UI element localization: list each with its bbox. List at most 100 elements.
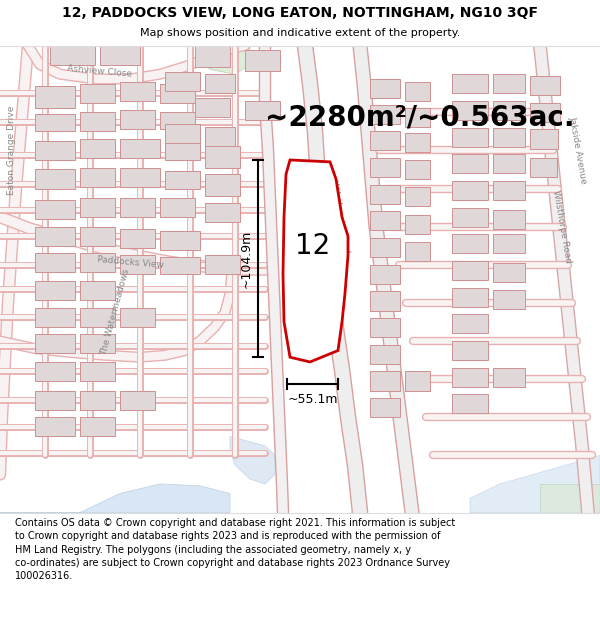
Polygon shape [120, 391, 155, 409]
Polygon shape [80, 168, 115, 187]
Text: Contains OS data © Crown copyright and database right 2021. This information is : Contains OS data © Crown copyright and d… [15, 518, 455, 581]
Polygon shape [205, 174, 240, 196]
Polygon shape [80, 139, 115, 158]
Text: Eaton Grange Drive: Eaton Grange Drive [7, 106, 17, 195]
Polygon shape [452, 394, 488, 413]
Polygon shape [493, 154, 525, 173]
Polygon shape [35, 141, 75, 160]
Polygon shape [195, 98, 230, 117]
Text: Wilsthorpe Road: Wilsthorpe Road [551, 189, 573, 264]
Polygon shape [370, 265, 400, 284]
Polygon shape [230, 436, 275, 484]
Polygon shape [493, 209, 525, 229]
Polygon shape [120, 308, 155, 327]
Polygon shape [80, 334, 115, 353]
Polygon shape [452, 288, 488, 307]
Polygon shape [160, 84, 195, 102]
Text: 12: 12 [295, 232, 331, 260]
Polygon shape [120, 82, 155, 101]
Polygon shape [370, 131, 400, 151]
Polygon shape [405, 215, 430, 234]
Text: ~104.9m: ~104.9m [239, 229, 253, 288]
Polygon shape [0, 484, 230, 512]
Polygon shape [80, 391, 115, 409]
Polygon shape [493, 101, 525, 120]
Polygon shape [283, 160, 348, 362]
Polygon shape [452, 234, 488, 253]
Polygon shape [165, 72, 200, 91]
Polygon shape [452, 314, 488, 333]
Polygon shape [370, 398, 400, 418]
Polygon shape [35, 334, 75, 353]
Polygon shape [452, 127, 488, 147]
Polygon shape [405, 242, 430, 261]
Polygon shape [205, 203, 240, 222]
Polygon shape [452, 341, 488, 360]
Polygon shape [452, 154, 488, 173]
Polygon shape [470, 456, 600, 512]
Polygon shape [530, 158, 557, 177]
Polygon shape [405, 82, 430, 101]
Polygon shape [370, 185, 400, 204]
Polygon shape [35, 281, 75, 300]
Text: ~55.1m: ~55.1m [287, 392, 338, 406]
Polygon shape [370, 158, 400, 177]
Polygon shape [80, 418, 115, 436]
Text: The Watermeadows: The Watermeadows [99, 268, 131, 357]
Polygon shape [452, 181, 488, 200]
Polygon shape [35, 391, 75, 409]
Polygon shape [80, 253, 115, 272]
Polygon shape [80, 227, 115, 246]
Polygon shape [195, 46, 230, 67]
Polygon shape [370, 238, 400, 257]
Text: ~2280m²/~0.563ac.: ~2280m²/~0.563ac. [265, 103, 575, 131]
Polygon shape [405, 187, 430, 206]
Polygon shape [200, 46, 250, 74]
Polygon shape [165, 141, 200, 160]
Text: Wilsthorpe Road: Wilsthorpe Road [329, 180, 351, 254]
Polygon shape [245, 51, 280, 71]
Polygon shape [530, 76, 560, 95]
Polygon shape [120, 255, 155, 274]
Polygon shape [120, 229, 155, 248]
Polygon shape [540, 484, 600, 512]
Polygon shape [80, 281, 115, 300]
Polygon shape [80, 198, 115, 217]
Polygon shape [100, 46, 140, 64]
Polygon shape [165, 124, 200, 142]
Polygon shape [205, 146, 240, 168]
Polygon shape [493, 368, 525, 387]
Polygon shape [452, 261, 488, 280]
Text: Map shows position and indicative extent of the property.: Map shows position and indicative extent… [140, 28, 460, 38]
Polygon shape [493, 289, 525, 309]
Polygon shape [35, 418, 75, 436]
Polygon shape [493, 74, 525, 93]
Polygon shape [530, 129, 558, 149]
Polygon shape [452, 368, 488, 387]
Text: Paddocks View: Paddocks View [97, 256, 164, 270]
Polygon shape [370, 345, 400, 364]
Polygon shape [160, 231, 200, 251]
Text: Jakside Avenue: Jakside Avenue [568, 116, 589, 185]
Polygon shape [370, 371, 400, 391]
Polygon shape [35, 169, 75, 189]
Polygon shape [452, 101, 488, 120]
Polygon shape [80, 84, 115, 102]
Text: 12, PADDOCKS VIEW, LONG EATON, NOTTINGHAM, NG10 3QF: 12, PADDOCKS VIEW, LONG EATON, NOTTINGHA… [62, 6, 538, 20]
Polygon shape [370, 291, 400, 311]
Polygon shape [35, 253, 75, 272]
Polygon shape [370, 211, 400, 231]
Polygon shape [35, 308, 75, 327]
Polygon shape [120, 139, 160, 158]
Polygon shape [405, 371, 430, 391]
Polygon shape [370, 318, 400, 337]
Polygon shape [205, 74, 235, 93]
Polygon shape [452, 208, 488, 227]
Polygon shape [165, 171, 200, 189]
Polygon shape [35, 227, 75, 246]
Polygon shape [405, 133, 430, 152]
Polygon shape [245, 101, 280, 120]
Polygon shape [80, 362, 115, 381]
Polygon shape [370, 105, 400, 124]
Polygon shape [80, 112, 115, 131]
